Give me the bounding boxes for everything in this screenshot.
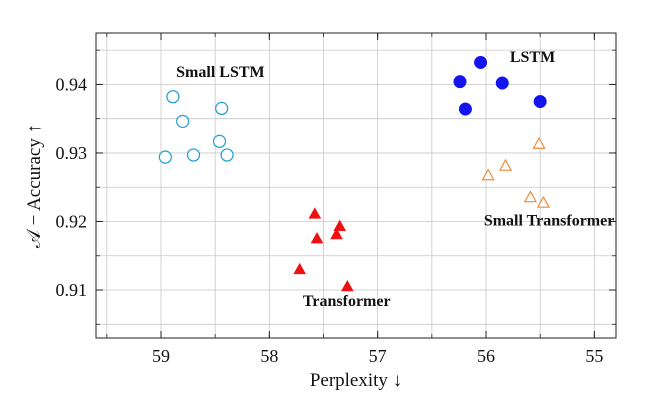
small-transformer-label: Small Transformer — [484, 213, 615, 230]
transformer-point — [330, 227, 343, 240]
small-lstm-label: Small LSTM — [176, 64, 264, 81]
lstm-point — [495, 76, 509, 90]
lstm-point — [533, 94, 547, 109]
x-tick-label: 56 — [477, 346, 495, 366]
data-points — [158, 55, 551, 292]
small-lstm-point — [220, 148, 234, 162]
lstm-point — [458, 102, 472, 116]
grid-lines — [96, 33, 616, 338]
small-lstm-point — [166, 90, 180, 104]
small-transformer-point — [498, 158, 513, 171]
x-axis-title: Perplexity ↓ — [310, 370, 402, 391]
transformer-point — [308, 207, 322, 219]
y-tick-label: 0.94 — [56, 74, 88, 94]
transformer-point — [333, 219, 347, 231]
lstm-point — [474, 55, 488, 70]
x-tick-label: 59 — [152, 346, 170, 366]
transformer-label: Transformer — [303, 293, 391, 310]
y-tick-label: 0.93 — [56, 143, 88, 163]
transformer-point — [310, 232, 324, 244]
small-transformer-point — [481, 168, 495, 181]
lstm-label: LSTM — [510, 49, 555, 66]
small-lstm-point — [186, 148, 201, 162]
small-lstm-point — [176, 114, 190, 129]
transformer-point — [341, 279, 354, 292]
y-axis-ticks: 0.91 0.92 0.93 0.94 — [56, 74, 616, 300]
plot-background — [96, 33, 616, 338]
cluster-labels: Small LSTM LSTM Small Transformer Transform… — [176, 49, 614, 310]
small-transformer-point — [536, 195, 551, 208]
transformer-point — [293, 262, 306, 275]
y-tick-label: 0.91 — [56, 280, 88, 300]
small-transformer-point — [532, 136, 546, 149]
plot-frame — [95, 32, 617, 339]
x-axis-ticks: 59 58 57 56 55 — [152, 33, 603, 366]
y-axis-title: 𝒜 − Accuracy ↑ — [24, 124, 45, 248]
lstm-point — [453, 75, 467, 89]
small-lstm-point — [215, 101, 229, 116]
x-tick-label: 58 — [260, 346, 278, 366]
x-tick-label: 57 — [369, 346, 387, 366]
small-transformer-point — [523, 190, 538, 203]
small-lstm-point — [158, 150, 172, 164]
small-lstm-point — [212, 134, 227, 148]
y-tick-label: 0.92 — [56, 211, 88, 231]
x-tick-label: 55 — [585, 346, 603, 366]
